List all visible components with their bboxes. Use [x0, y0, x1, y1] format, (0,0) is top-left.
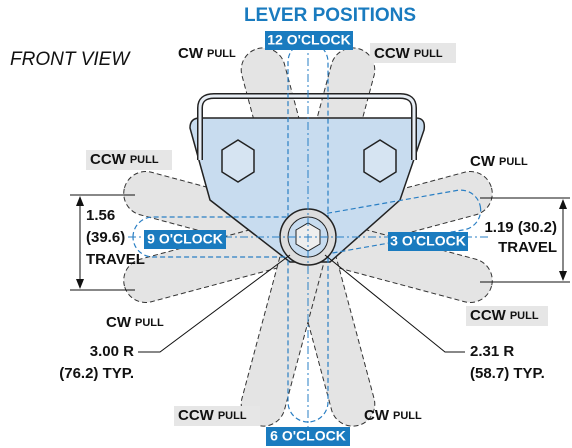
position-label: 6 O'CLOCK	[270, 428, 346, 444]
view-label: FRONT VIEW	[10, 49, 131, 70]
pull-word: PULL	[393, 410, 422, 422]
dimension-text: TRAVEL	[498, 239, 557, 256]
pull-direction: CW	[364, 407, 390, 424]
title: LEVER POSITIONS	[244, 5, 416, 26]
dimension-text: (76.2) TYP.	[59, 365, 134, 382]
pull-word: PULL	[499, 156, 528, 168]
diagram: LEVER POSITIONS FRONT VIEW 12 O'CLOCK 9 …	[0, 0, 572, 448]
pull-word: PULL	[510, 310, 539, 322]
pull-word: PULL	[218, 410, 247, 422]
pull-word: PULL	[135, 317, 164, 329]
dimension-text: 1.56	[86, 207, 115, 224]
dimension-text: 2.31 R	[470, 343, 514, 360]
pull-word: PULL	[207, 48, 236, 60]
pull-direction: CW	[178, 45, 204, 62]
position-label: 12 O'CLOCK	[267, 32, 350, 48]
pull-direction: CW	[106, 314, 132, 331]
dimension-text: TRAVEL	[86, 251, 145, 268]
position-label: 3 O'CLOCK	[390, 233, 466, 249]
dimension-text: (39.6)	[86, 229, 125, 246]
pull-direction: CCW	[374, 45, 411, 62]
dimension-text: 1.19 (30.2)	[484, 219, 557, 236]
pull-direction: CCW	[470, 307, 507, 324]
pull-direction: CCW	[90, 151, 127, 168]
pull-word: PULL	[130, 154, 159, 166]
pull-direction: CCW	[178, 407, 215, 424]
position-label: 9 O'CLOCK	[147, 231, 223, 247]
pull-direction: CW	[470, 153, 496, 170]
dimension-text: 3.00 R	[90, 343, 134, 360]
dimension-text: (58.7) TYP.	[470, 365, 545, 382]
pull-word: PULL	[414, 48, 443, 60]
